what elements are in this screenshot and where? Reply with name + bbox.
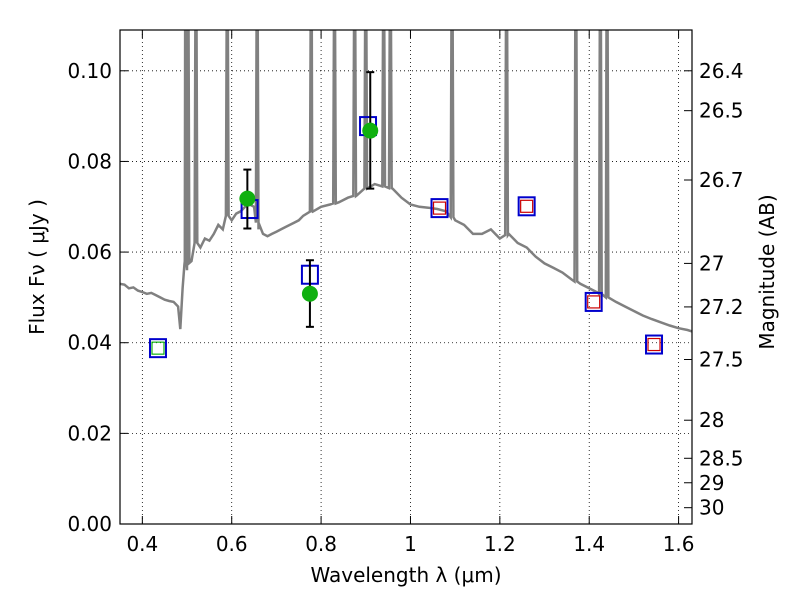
x-tick-label: 0.8 bbox=[305, 532, 337, 556]
y-tick-label: 0.00 bbox=[67, 512, 112, 536]
y2-tick-label: 30 bbox=[699, 496, 724, 520]
y-axis-label: Flux Fν ( μJy ) bbox=[25, 199, 49, 335]
y2-tick-label: 27.5 bbox=[699, 347, 744, 371]
y2-tick-label: 28.5 bbox=[699, 446, 744, 470]
y-tick-label: 0.04 bbox=[67, 331, 112, 355]
x-tick-label: 1.6 bbox=[663, 532, 695, 556]
x-axis-label: Wavelength λ (μm) bbox=[310, 563, 501, 587]
y2-tick-label: 27 bbox=[699, 251, 724, 275]
y-tick-label: 0.08 bbox=[67, 149, 112, 173]
observed-point bbox=[362, 122, 379, 139]
spectrum-line bbox=[120, 30, 692, 333]
y-tick-label: 0.02 bbox=[67, 421, 112, 445]
spectrum-series bbox=[120, 30, 692, 333]
y-tick-label: 0.06 bbox=[67, 240, 112, 264]
model-box bbox=[584, 291, 603, 312]
model-box-inner-red bbox=[647, 337, 661, 352]
x-tick-label: 0.4 bbox=[126, 532, 158, 556]
model-box-inner-red bbox=[587, 295, 601, 309]
x-tick-label: 1 bbox=[404, 532, 417, 556]
model-box bbox=[148, 338, 167, 359]
axis-ticks: 0.4 0.6 0.8 1 1.2 1.4 1.6 0.00 0.02 0.04 0.06 0.08 0… bbox=[67, 30, 744, 556]
model-box bbox=[430, 198, 449, 219]
y2-tick-label: 26.5 bbox=[699, 99, 744, 123]
model-box-inner-red bbox=[432, 201, 447, 215]
y2-axis-label: Magnitude (AB) bbox=[755, 194, 779, 349]
x-tick-label: 0.6 bbox=[216, 532, 248, 556]
x-tick-label: 1.4 bbox=[573, 532, 605, 556]
y2-tick-label: 26.7 bbox=[699, 168, 744, 192]
model-box bbox=[517, 196, 536, 217]
model-box-inner-green bbox=[151, 341, 165, 355]
y2-tick-label: 29 bbox=[699, 471, 724, 495]
model-box-inner-red bbox=[520, 199, 534, 213]
y2-tick-label: 27.2 bbox=[699, 295, 744, 319]
x-tick-label: 1.2 bbox=[484, 532, 516, 556]
plot-frame bbox=[119, 29, 693, 525]
model-box bbox=[645, 334, 664, 355]
y2-tick-label: 28 bbox=[699, 408, 724, 432]
observed-point bbox=[239, 190, 256, 207]
y2-tick-label: 26.4 bbox=[699, 59, 744, 83]
observed-points bbox=[239, 71, 379, 328]
y-tick-label: 0.10 bbox=[67, 59, 112, 83]
observed-point bbox=[301, 285, 318, 302]
